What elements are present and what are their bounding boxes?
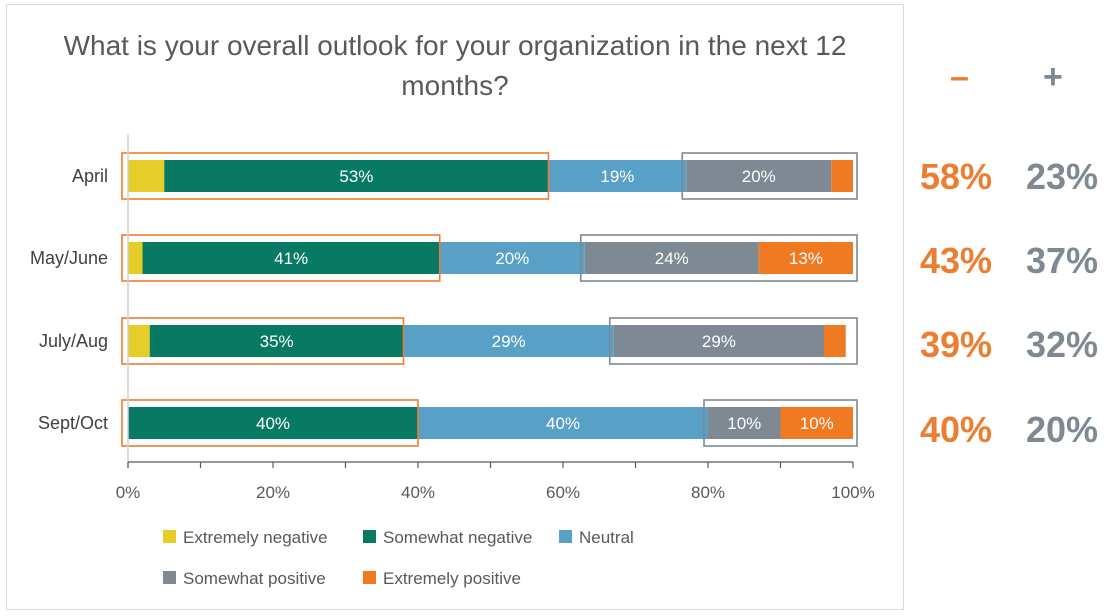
bar-july-aug-somewhat-negative <box>149 325 404 357</box>
x-tick-label: 20% <box>256 483 290 502</box>
negative-total-july-aug: 39% <box>920 324 993 365</box>
bar-may-june-neutral <box>439 242 585 274</box>
bar-may-june-extremely-positive <box>758 242 853 274</box>
legend-label-somewhat-positive: Somewhat positive <box>183 569 326 588</box>
chart-title: What is your overall outlook for your or… <box>63 30 847 101</box>
positive-total-may-june: 37% <box>1026 240 1099 281</box>
bar-april-neutral <box>548 160 687 192</box>
category-label-may-june: May/June <box>30 248 108 268</box>
x-tick-label: 40% <box>401 483 435 502</box>
bar-april-extremely-positive <box>831 160 853 192</box>
negative-total-may-june: 43% <box>920 240 993 281</box>
data-label-sept-oct-neutral: 40% <box>546 414 580 433</box>
bar-sept-oct-somewhat-positive <box>708 407 781 439</box>
bar-april-somewhat-negative <box>164 160 549 192</box>
bar-july-aug-extremely-negative <box>128 325 150 357</box>
chart-frame <box>6 4 904 610</box>
legend-swatch-somewhat-negative <box>363 530 376 543</box>
negative-highlight-may-june <box>121 234 441 282</box>
bar-may-june-somewhat-negative <box>142 242 440 274</box>
bar-may-june-somewhat-positive <box>584 242 759 274</box>
positive-symbol: + <box>1043 58 1063 96</box>
data-label-july-aug-somewhat-positive: 29% <box>702 332 736 351</box>
bar-sept-oct-neutral <box>418 407 708 439</box>
bar-july-aug-somewhat-positive <box>613 325 824 357</box>
bar-may-june-extremely-negative <box>128 242 143 274</box>
positive-highlight-sept-oct <box>703 399 858 447</box>
legend-swatch-neutral <box>559 530 572 543</box>
data-label-may-june-somewhat-positive: 24% <box>655 249 689 268</box>
category-label-july-aug: July/Aug <box>39 331 108 351</box>
x-tick-label: 80% <box>691 483 725 502</box>
positive-highlight-may-june <box>579 234 858 282</box>
legend-swatch-extremely-positive <box>363 571 376 584</box>
legend-label-extremely-positive: Extremely positive <box>383 569 521 588</box>
data-label-april-somewhat-negative: 53% <box>339 167 373 186</box>
legend-swatch-somewhat-positive <box>163 571 176 584</box>
data-label-may-june-neutral: 20% <box>495 249 529 268</box>
bar-april-somewhat-positive <box>686 160 832 192</box>
data-label-sept-oct-somewhat-negative: 40% <box>256 414 290 433</box>
bar-sept-oct-somewhat-negative <box>128 407 418 439</box>
negative-highlight-april <box>121 152 550 200</box>
data-label-april-neutral: 19% <box>600 167 634 186</box>
data-label-july-aug-somewhat-negative: 35% <box>260 332 294 351</box>
negative-highlight-july-aug <box>121 317 405 365</box>
negative-total-sept-oct: 40% <box>920 409 993 450</box>
category-label-sept-oct: Sept/Oct <box>38 413 108 433</box>
x-tick-label: 0% <box>116 483 141 502</box>
category-label-april: April <box>72 166 108 186</box>
data-label-may-june-extremely-positive: 13% <box>789 249 823 268</box>
stacked-bar-chart: 53% 19% 20% 41% 20% 24% 13% 35% 29% 29% 40% 40% 10% 1… <box>30 134 875 588</box>
bar-july-aug-neutral <box>403 325 614 357</box>
x-tick-label: 100% <box>831 483 874 502</box>
data-label-july-aug-neutral: 29% <box>492 332 526 351</box>
positive-highlight-july-aug <box>608 317 858 365</box>
data-label-sept-oct-somewhat-positive: 10% <box>727 414 761 433</box>
legend-label-somewhat-negative: Somewhat negative <box>383 528 532 547</box>
negative-symbol: – <box>950 58 969 96</box>
negative-total-april: 58% <box>920 156 993 197</box>
positive-total-july-aug: 32% <box>1026 324 1099 365</box>
positive-total-april: 23% <box>1026 156 1099 197</box>
negative-highlight-sept-oct <box>121 399 419 447</box>
legend-label-extremely-negative: Extremely negative <box>183 528 328 547</box>
positive-highlight-april <box>681 152 858 200</box>
data-label-may-june-somewhat-negative: 41% <box>274 249 308 268</box>
bar-sept-oct-extremely-positive <box>780 407 853 439</box>
x-tick-label: 60% <box>546 483 580 502</box>
bar-april-extremely-negative <box>128 160 165 192</box>
legend-label-neutral: Neutral <box>579 528 634 547</box>
legend-swatch-extremely-negative <box>163 530 176 543</box>
bar-july-aug-extremely-positive <box>824 325 846 357</box>
positive-total-sept-oct: 20% <box>1026 409 1099 450</box>
data-label-april-somewhat-positive: 20% <box>742 167 776 186</box>
data-label-sept-oct-extremely-positive: 10% <box>800 414 834 433</box>
